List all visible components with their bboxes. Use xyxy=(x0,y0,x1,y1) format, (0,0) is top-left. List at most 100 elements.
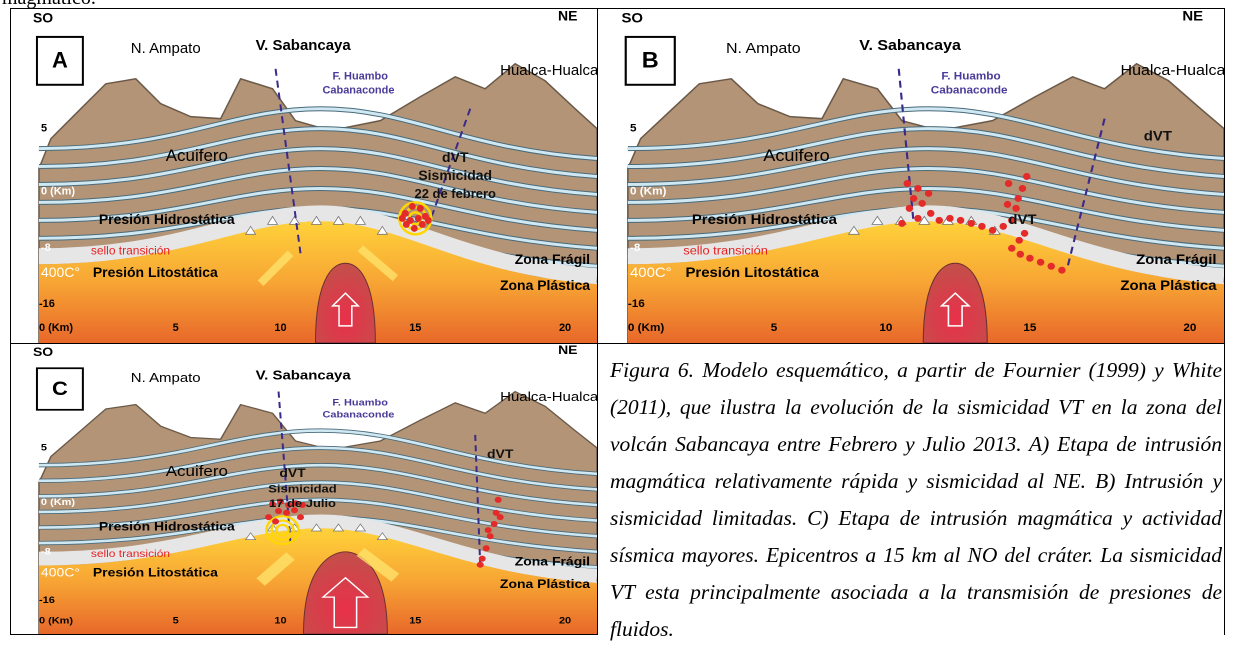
panel-cell: SO NE N. Ampato V. Sabancaya F. Huambo Cabana… xyxy=(597,8,1225,344)
hypocenter xyxy=(914,214,922,222)
hypocenter xyxy=(272,518,280,525)
hypocenter xyxy=(275,508,283,515)
hypocenter xyxy=(1047,262,1055,270)
section-label: NE xyxy=(558,344,578,357)
section-label: -16 xyxy=(39,595,55,605)
hypocenter xyxy=(898,219,906,227)
hypocenter xyxy=(265,514,273,521)
section-label: Acuifero xyxy=(166,464,228,480)
annotation: Sismicidad xyxy=(418,167,492,183)
section-label: Zona Plástica xyxy=(1120,278,1217,293)
magma-plume xyxy=(303,551,388,634)
section-label: SO xyxy=(33,10,53,26)
section-label: 0 (Km) xyxy=(41,185,75,197)
hypocenter xyxy=(935,216,943,224)
section-label: sello transición xyxy=(91,243,170,257)
hypocenter xyxy=(277,498,285,505)
section-label: Presión Hidrostática xyxy=(692,212,838,227)
text-fragment: magmático. xyxy=(2,0,96,10)
section-label: V. Sabancaya xyxy=(256,367,351,382)
hypocenter xyxy=(484,527,492,534)
section-label: 15 xyxy=(1023,322,1036,334)
section-label: 15 xyxy=(409,616,422,626)
fault-line xyxy=(1066,118,1106,269)
hypocenter xyxy=(418,220,426,228)
seismic-ring xyxy=(270,519,295,541)
aquifer-layer xyxy=(38,446,597,491)
hypocenter xyxy=(424,216,432,224)
hypocenter xyxy=(283,509,291,516)
annotation: dVT xyxy=(279,466,305,480)
annotation: dVT xyxy=(1008,212,1036,227)
hypocenter xyxy=(490,521,498,528)
section-label: Presión Litostática xyxy=(93,565,219,579)
hypocenter xyxy=(946,214,954,222)
seismic-ring xyxy=(275,523,290,537)
hypocenter xyxy=(414,214,422,222)
hypocenter xyxy=(285,501,293,509)
section-label: 0 (Km) xyxy=(39,322,73,334)
aquifer-layer xyxy=(38,463,597,507)
hypocenter xyxy=(1026,254,1034,262)
triangle xyxy=(354,215,367,225)
letter-box xyxy=(624,35,676,86)
section-label: Cabanaconde xyxy=(322,85,394,97)
aquifer-layer xyxy=(38,429,597,476)
fault-line xyxy=(897,68,915,224)
hypocenter xyxy=(924,189,933,197)
hypocenter xyxy=(905,204,914,212)
pressure-arrow xyxy=(257,250,294,286)
hypocenter xyxy=(269,501,277,508)
section-label: Zona Frágil xyxy=(515,251,590,267)
section-label: Acuifero xyxy=(166,146,228,165)
section-label: sello transición xyxy=(683,244,768,258)
section-label: F. Huambo xyxy=(941,71,1000,83)
annotation: Sismicidad xyxy=(268,482,336,495)
section-label: N. Ampato xyxy=(131,40,201,57)
hypocenter xyxy=(292,500,300,507)
plume-arrow xyxy=(939,292,971,327)
fault-line xyxy=(474,434,482,565)
triangle xyxy=(871,215,884,225)
magma xyxy=(627,221,1224,343)
section-label: N. Ampato xyxy=(726,40,801,56)
section-label: N. Ampato xyxy=(131,370,201,385)
hypocenter xyxy=(1008,216,1016,224)
triangle xyxy=(310,215,323,225)
aquifer-layer xyxy=(38,107,597,161)
section-label: 400C° xyxy=(41,264,80,280)
plume-arrow xyxy=(321,576,370,629)
aquifer-layer xyxy=(38,186,597,232)
aquifer-layer xyxy=(38,167,597,214)
panel-cell: SO NE N. Ampato V. Sabancaya F. Huambo Cabana… xyxy=(10,8,598,344)
section-label: -16 xyxy=(628,298,645,310)
pressure-arrow xyxy=(356,547,400,582)
section-label: Cabanaconde xyxy=(931,85,1008,97)
triangle xyxy=(310,523,323,532)
annotation: 17 de Julio xyxy=(269,497,336,510)
section-label: Cabanaconde xyxy=(322,410,394,420)
triangle xyxy=(288,215,301,225)
section-label: Zona Plástica xyxy=(500,277,590,293)
cross-section: SO NE N. Ampato V. Sabancaya F. Huambo Cabana… xyxy=(33,9,597,343)
panel-letter: C xyxy=(52,378,68,399)
hypocenter xyxy=(1004,179,1013,187)
triangle xyxy=(266,215,279,225)
caption-cell xyxy=(597,343,1225,635)
section-label: SO xyxy=(33,345,53,359)
section-label: 15 xyxy=(409,322,421,334)
triangle xyxy=(332,215,345,225)
section-label: 5 xyxy=(173,616,179,626)
section-label: Presión Litostática xyxy=(93,264,218,280)
section-label: 10 xyxy=(274,616,287,626)
section-label: -8 xyxy=(41,242,51,254)
section-label: F. Huambo xyxy=(332,398,387,408)
hypocenter xyxy=(291,507,299,514)
section-label: 20 xyxy=(559,322,571,334)
section-label: V. Sabancaya xyxy=(256,37,352,54)
panel-letter: A xyxy=(52,48,68,73)
hypocenter xyxy=(956,216,965,224)
section-label: 0 (Km) xyxy=(628,322,665,334)
hypocenter xyxy=(999,222,1007,230)
section-label: 10 xyxy=(274,322,286,334)
